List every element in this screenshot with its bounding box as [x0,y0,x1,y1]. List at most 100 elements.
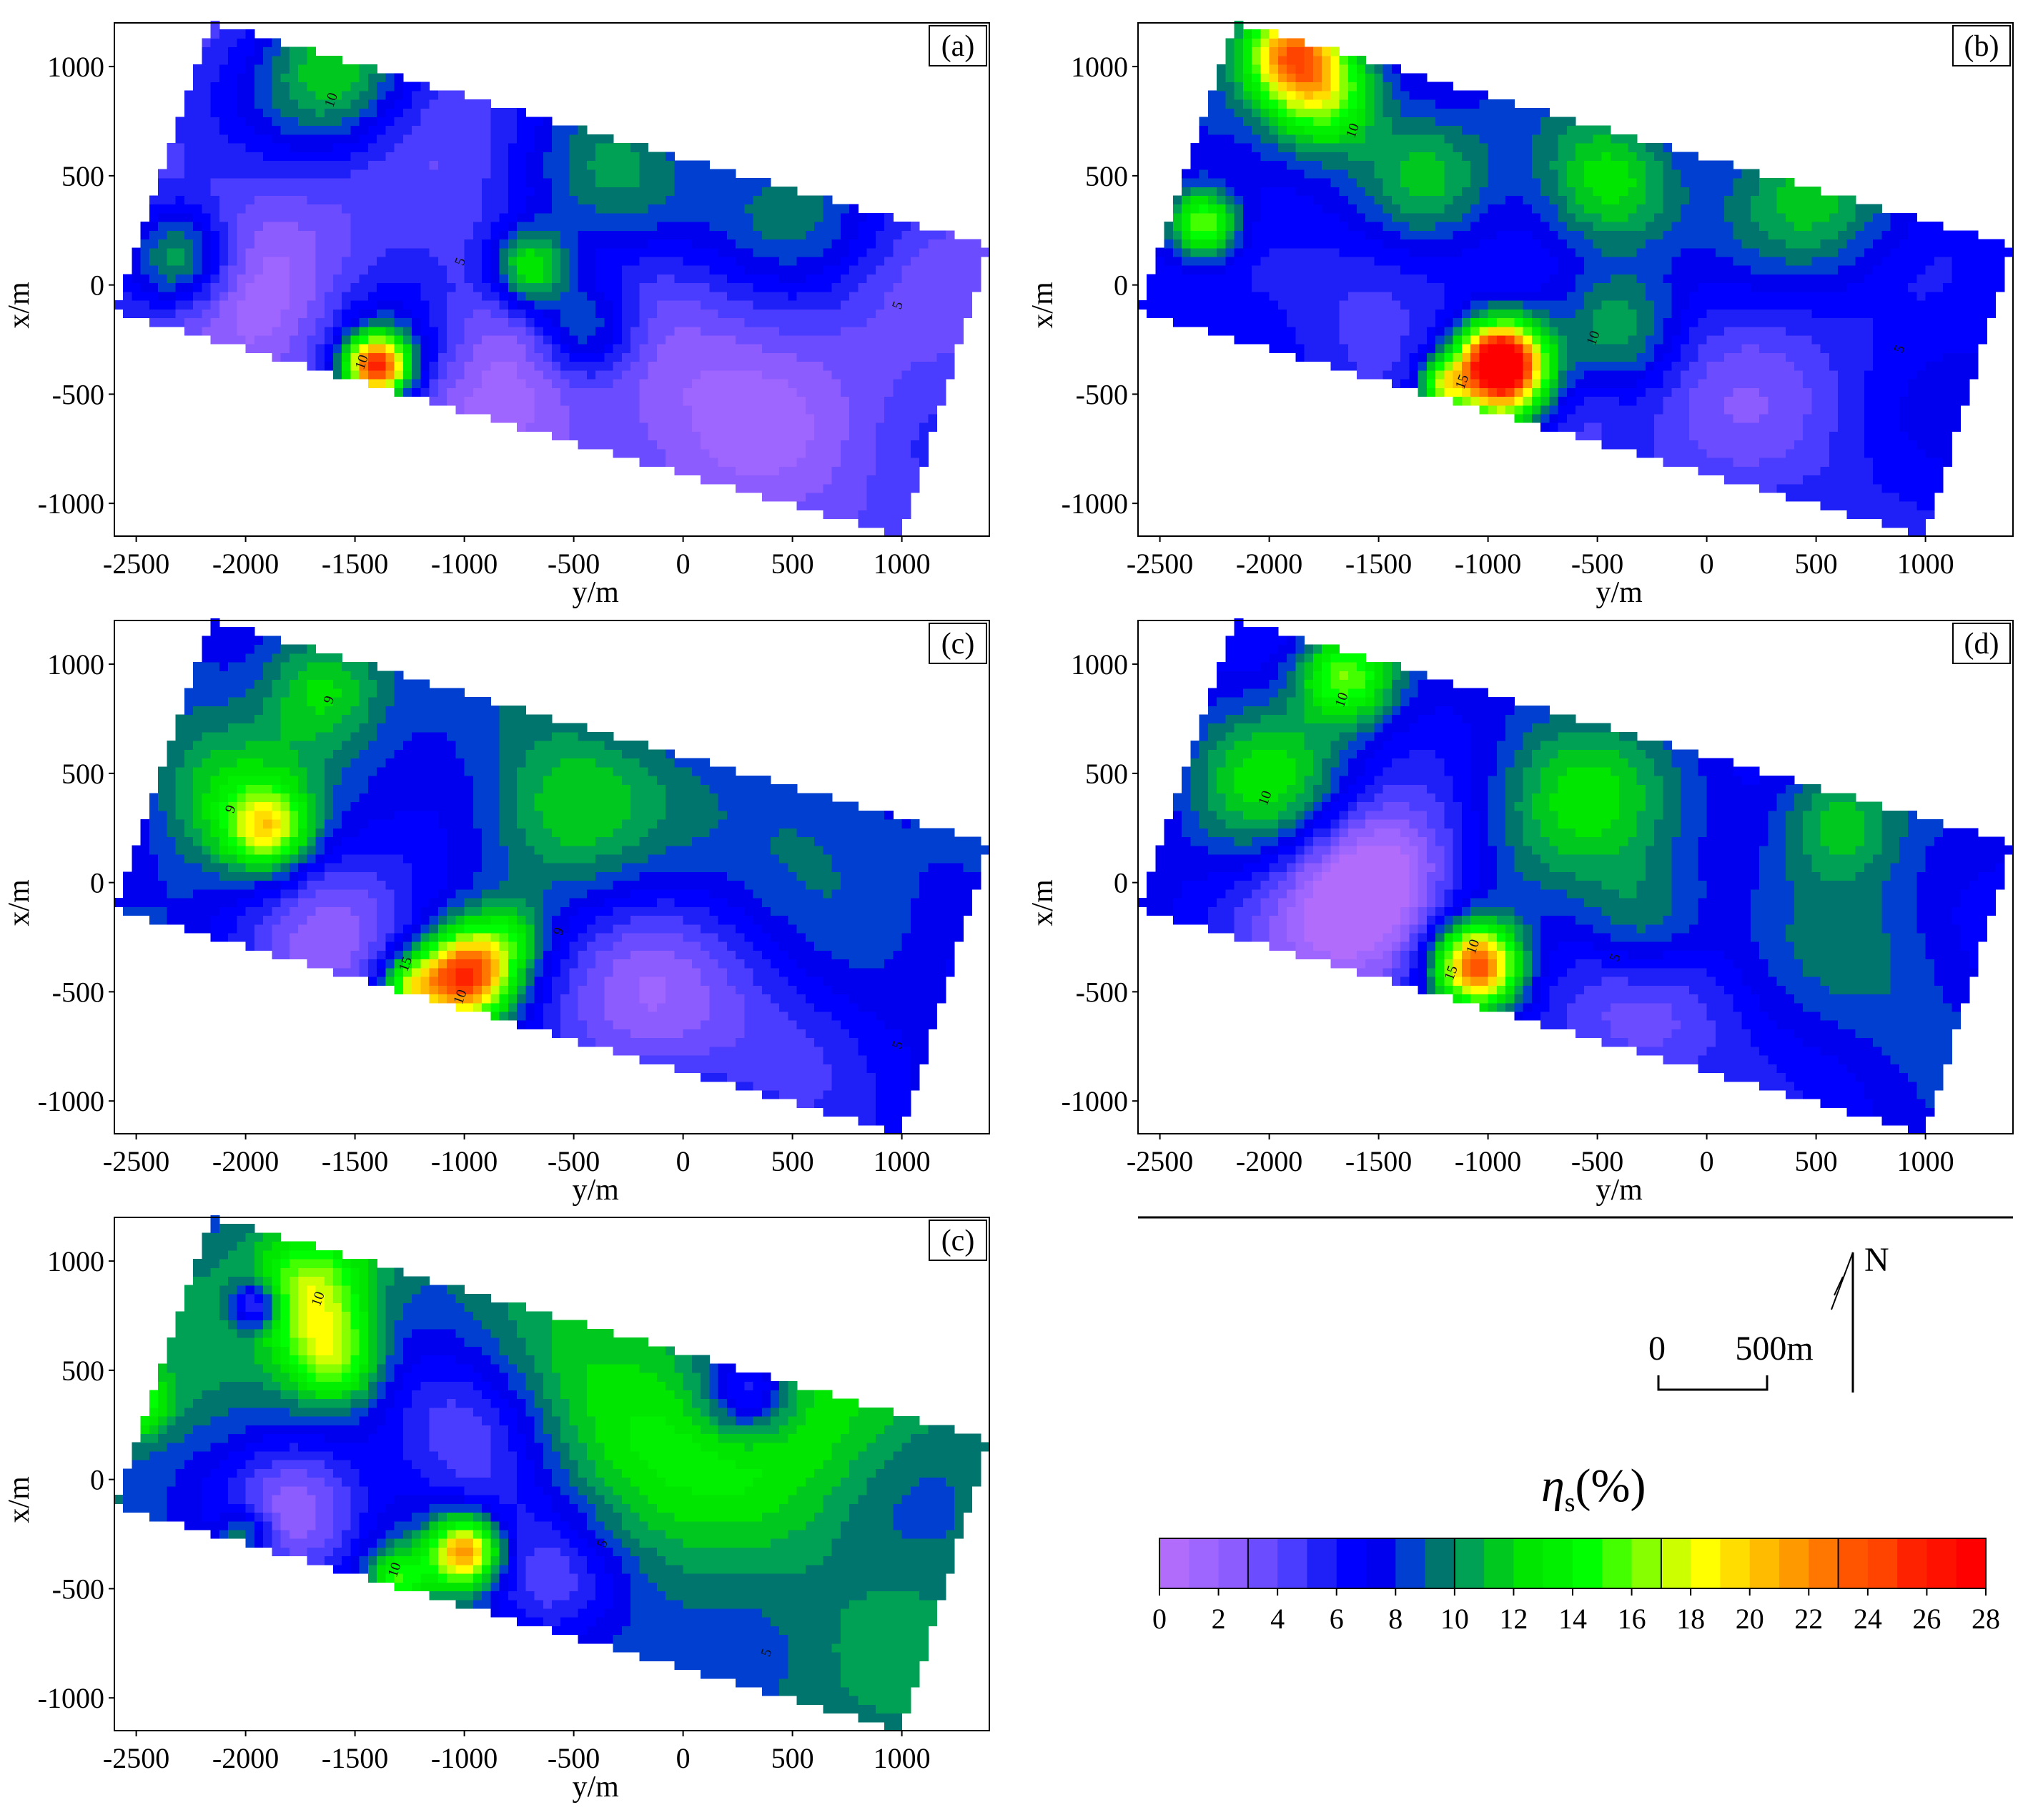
heatmap-cell [1340,213,1349,222]
heatmap-cell [884,422,894,432]
heatmap-cell [1305,187,1314,196]
heatmap-cell [569,344,578,353]
heatmap-cell [1208,230,1217,239]
heatmap-cell [1453,204,1463,214]
heatmap-cell [771,458,780,467]
heatmap-cell [1365,187,1375,196]
heatmap-cell [569,405,578,415]
heatmap-cell [263,117,272,126]
heatmap-cell [473,396,483,405]
heatmap-cell [1199,248,1209,257]
heatmap-cell [823,195,832,204]
heatmap-cell [613,230,623,239]
heatmap-cell [211,195,220,204]
heatmap-cell [395,143,404,152]
heatmap-cell [814,204,823,214]
heatmap-cell [1584,317,1593,327]
heatmap-cell [806,440,815,450]
heatmap-cell [368,195,377,204]
heatmap-cell [184,248,194,257]
heatmap-cell [788,396,797,405]
heatmap-cell [578,239,588,248]
heatmap-cell [613,309,623,318]
heatmap-cell [648,405,658,415]
heatmap-cell [395,265,404,275]
heatmap-cell [736,257,745,266]
heatmap-cell [1514,257,1523,266]
heatmap-cell [202,195,211,204]
heatmap-cell [482,292,491,301]
heatmap-cell [1427,204,1436,214]
heatmap-cell [333,126,342,135]
heatmap-cell [158,248,167,257]
heatmap-cell [1182,317,1191,327]
y-tick-label: 1000 [47,51,104,83]
heatmap-cell [1217,283,1226,292]
heatmap-cell [385,292,395,301]
heatmap-cell [1365,178,1375,187]
heatmap-cell [1514,387,1523,397]
heatmap-cell [333,64,342,74]
heatmap-cell [919,335,929,345]
heatmap-cell [1593,300,1602,310]
heatmap-cell [595,222,605,231]
heatmap-cell [718,248,728,257]
heatmap-cell [1532,300,1541,310]
heatmap-cell [290,239,299,248]
heatmap-cell [1217,213,1226,222]
heatmap-cell [438,283,447,292]
heatmap-cell [403,143,412,152]
heatmap-cell [1260,117,1270,126]
heatmap-cell [1470,126,1480,135]
heatmap-cell [578,265,588,275]
heatmap-cell [1287,91,1296,100]
heatmap-cell [1470,134,1480,144]
heatmap-cell [622,405,631,415]
heatmap-cell [360,213,369,222]
heatmap-cell [806,458,815,467]
heatmap-cell [1567,300,1576,310]
heatmap-cell [184,300,194,310]
heatmap-cell [1278,126,1287,135]
heatmap-cell [490,152,500,161]
heatmap-cell [841,379,850,388]
heatmap-cell [1252,222,1261,231]
heatmap-cell [832,466,841,475]
heatmap-cell [666,335,675,345]
heatmap-cell [438,352,447,362]
heatmap-cell [919,422,929,432]
heatmap-cell [1549,160,1558,169]
heatmap-cell [1567,126,1576,135]
heatmap-cell [666,344,675,353]
heatmap-cell [884,222,894,231]
heatmap-cell [1260,213,1270,222]
heatmap-cell [674,239,683,248]
heatmap-cell [832,274,841,283]
heatmap-cell [211,300,220,310]
heatmap-cell [814,370,823,380]
heatmap-cell [753,449,763,458]
heatmap-cell [333,230,342,239]
heatmap-cell [377,327,386,336]
heatmap-cell [263,327,272,336]
heatmap-cell [639,213,648,222]
heatmap-cell [263,265,272,275]
heatmap-cell [797,230,806,239]
heatmap-cell [1444,292,1453,301]
heatmap-cell [237,169,246,179]
heatmap-cell [727,440,736,450]
heatmap-cell [578,222,588,231]
heatmap-cell [447,143,456,152]
heatmap-cell [403,178,412,187]
heatmap-cell [508,117,518,126]
heatmap-cell [1330,292,1340,301]
heatmap-cell [1217,239,1226,248]
heatmap-cell [1295,327,1305,336]
heatmap-cell [1479,91,1488,100]
heatmap-cell [622,283,631,292]
heatmap-cell [1479,257,1488,266]
heatmap-cell [1348,239,1357,248]
heatmap-cell [272,274,281,283]
heatmap-cell [360,126,369,135]
heatmap-cell [902,352,911,362]
